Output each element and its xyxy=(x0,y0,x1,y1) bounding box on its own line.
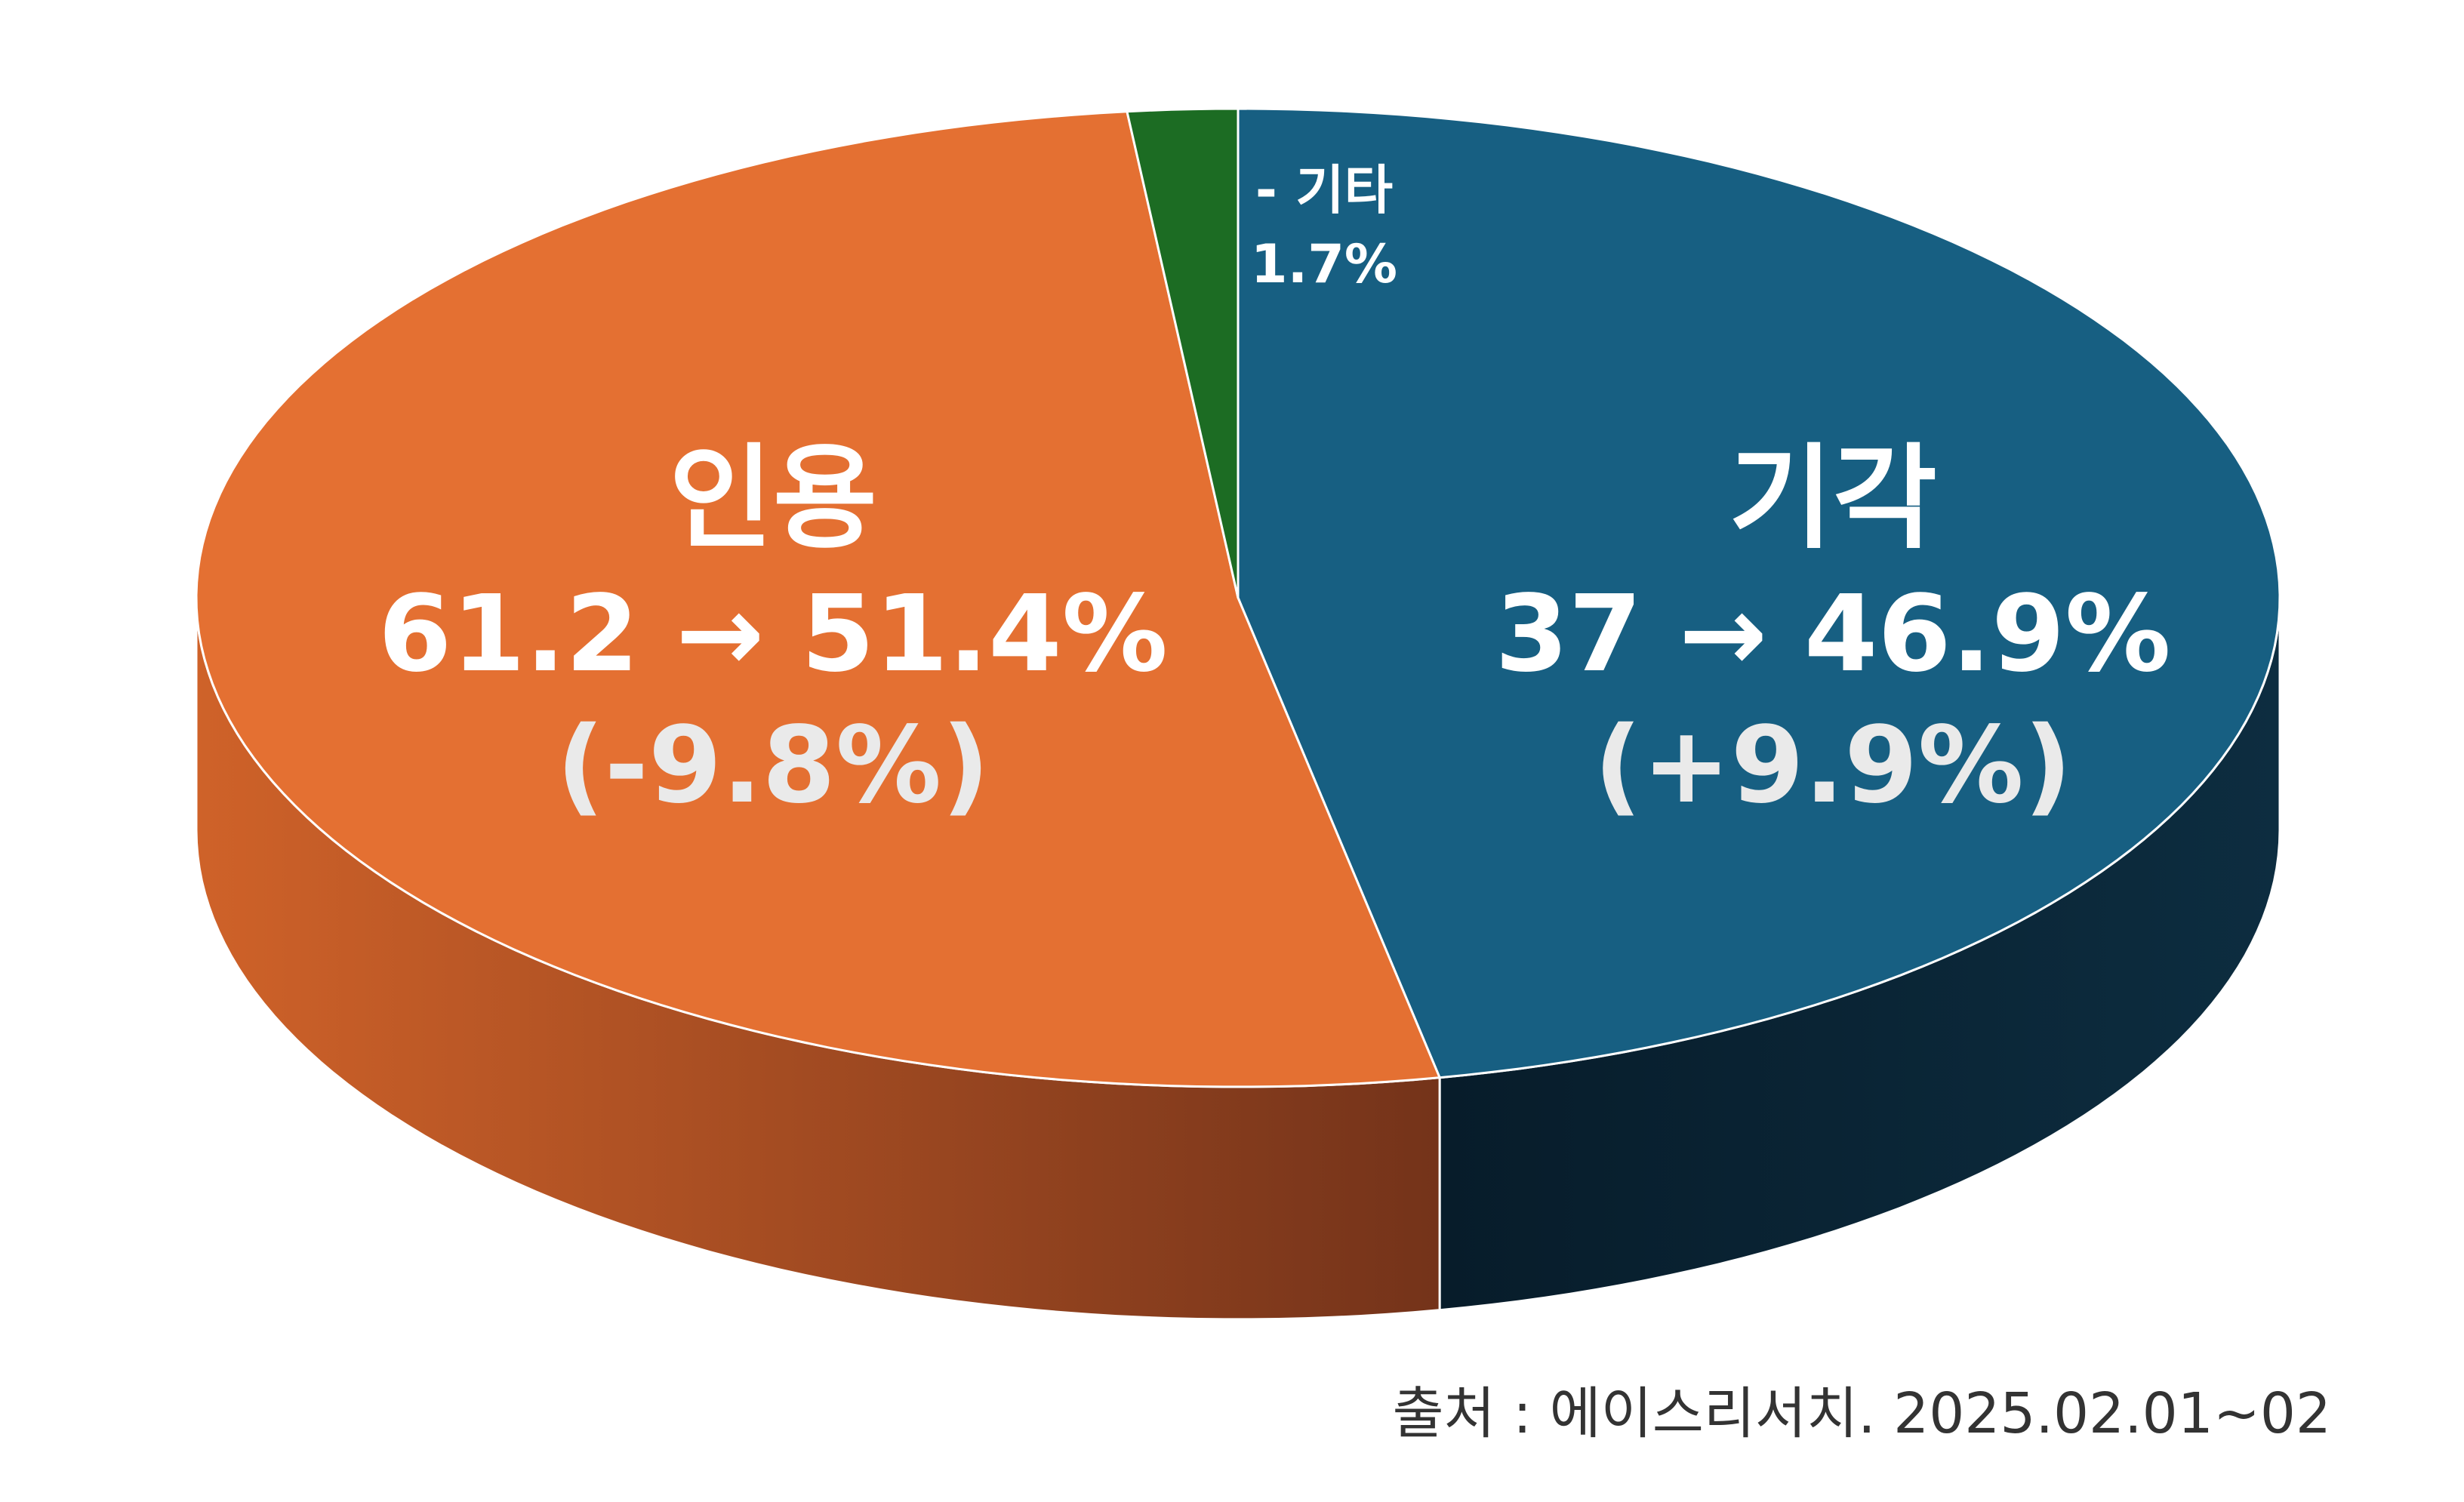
slice-label-accepted-line2: 61.2 → 51.4% xyxy=(378,573,1168,696)
slice-label-rejected-line1: 기각 xyxy=(1729,433,1937,565)
slice-label-accepted-line1: 인용 xyxy=(669,433,877,565)
pie-slice-accepted xyxy=(195,110,1441,1088)
slice-label-other-line2: 1.7% xyxy=(1251,233,1397,295)
slice-label-other-line1: - 기타 xyxy=(1255,159,1393,221)
slice-label-rejected-line2: 37 → 46.9% xyxy=(1495,573,2170,696)
pie-slice-rejected xyxy=(1237,107,2281,1079)
pie-tops xyxy=(195,107,2281,1088)
pie-slice-other xyxy=(1126,107,1240,599)
slice-label-accepted-line3: (-9.8%) xyxy=(556,704,990,827)
slice-label-rejected-line3: (+9.9%) xyxy=(1594,704,2072,827)
source-note: 출처 : 에이스리서치. 2025.02.01~02 xyxy=(1392,1381,2331,1446)
